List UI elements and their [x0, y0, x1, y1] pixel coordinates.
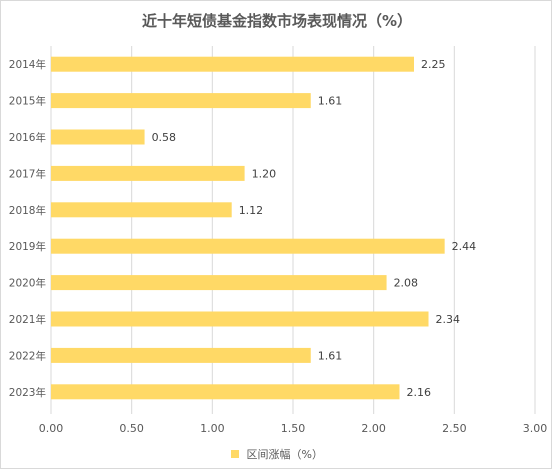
bar [51, 238, 445, 254]
y-category-label: 2018年 [9, 204, 46, 217]
bar [51, 129, 145, 145]
y-category-label: 2022年 [9, 349, 46, 362]
data-label: 1.20 [252, 167, 277, 180]
bar [51, 93, 311, 109]
data-label: 2.25 [421, 58, 446, 71]
y-category-label: 2016年 [9, 131, 46, 144]
y-category-label: 2023年 [9, 386, 46, 399]
bar [51, 347, 311, 363]
data-label: 1.61 [318, 349, 343, 362]
x-tick-label: 0.00 [39, 422, 64, 435]
x-tick-label: 3.00 [523, 422, 548, 435]
y-category-label: 2020年 [9, 277, 46, 290]
legend-label: 区间涨幅（%） [246, 448, 323, 461]
y-category-label: 2014年 [9, 58, 46, 71]
y-category-label: 2021年 [9, 313, 46, 326]
data-label: 0.58 [152, 131, 177, 144]
legend-swatch [231, 450, 240, 458]
data-label: 2.08 [394, 277, 419, 290]
data-label: 2.16 [406, 386, 431, 399]
bar [51, 384, 400, 400]
y-category-label: 2017年 [9, 167, 46, 180]
x-tick-label: 2.50 [442, 422, 467, 435]
x-tick-label: 1.00 [200, 422, 225, 435]
x-tick-label: 1.50 [281, 422, 306, 435]
bar [51, 275, 387, 291]
x-tick-label: 2.00 [361, 422, 386, 435]
bar [51, 56, 414, 72]
legend: 区间涨幅（%） [0, 446, 554, 462]
chart-title: 近十年短债基金指数市场表现情况（%） [141, 12, 413, 30]
x-tick-label: 0.50 [119, 422, 144, 435]
data-label: 1.12 [239, 204, 264, 217]
y-category-label: 2015年 [9, 95, 46, 108]
bar [51, 311, 429, 327]
bar [51, 202, 232, 218]
y-category-label: 2019年 [9, 240, 46, 253]
bar [51, 165, 245, 181]
data-label: 1.61 [318, 95, 343, 108]
data-label: 2.44 [452, 240, 477, 253]
data-label: 2.34 [436, 313, 461, 326]
